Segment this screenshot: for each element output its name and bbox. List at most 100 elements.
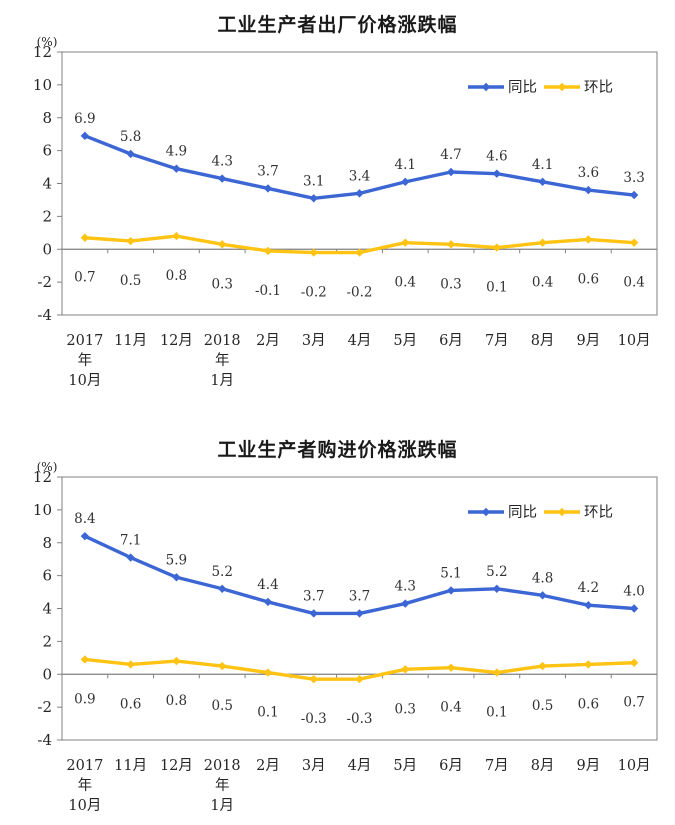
data-point-marker	[629, 238, 639, 247]
x-axis-labels: 2017 年 10月 11月 12月 2018 年 1月 2月 3月 4月 5月 6月 7月 8月 9月 10月	[66, 758, 650, 814]
data-label: 3.7	[303, 588, 324, 604]
data-point-marker	[538, 661, 547, 671]
data-label: 7.1	[120, 533, 141, 549]
y-tick-label: 0	[42, 240, 52, 258]
data-label: 4.8	[532, 570, 553, 586]
legend-label: 环比	[584, 504, 613, 521]
data-point-marker	[355, 674, 364, 684]
data-label: 4.1	[395, 157, 416, 173]
x-axis-labels: 2017 年 10月 11月 12月 2018 年 1月 2月 3月 4月 5月 6月 7月 8月 9月 10月	[66, 333, 650, 389]
data-label: 3.7	[349, 588, 370, 604]
data-label: 3.1	[303, 173, 324, 189]
data-label: 3.3	[623, 170, 644, 186]
data-label: 0.4	[532, 275, 553, 291]
data-label: 0.1	[257, 705, 278, 721]
legend-label: 同比	[508, 79, 537, 96]
data-point-marker	[446, 663, 456, 672]
data-point-marker	[126, 149, 135, 159]
x-category-label: 10月	[68, 798, 101, 814]
x-category-label: 7月	[485, 333, 509, 349]
y-axis-unit-label: (%)	[37, 35, 58, 49]
x-category-label: 7月	[485, 758, 509, 774]
y-tick-label: 10	[33, 501, 52, 519]
y-tick-label: 6	[42, 567, 52, 585]
y-tick-label: 2	[42, 632, 52, 650]
data-point-marker	[217, 174, 227, 183]
data-point-marker	[263, 597, 273, 607]
data-point-marker	[172, 164, 181, 173]
data-point-marker	[217, 240, 227, 249]
legend-label: 同比	[508, 504, 537, 521]
data-point-marker	[629, 190, 639, 200]
legend: 同比 环比	[468, 79, 613, 96]
data-point-marker	[492, 243, 502, 252]
y-tick-label: 12	[33, 468, 52, 486]
data-point-marker	[584, 235, 593, 244]
x-category-label: 10月	[618, 758, 651, 774]
data-point-marker	[401, 665, 410, 674]
data-label: -0.3	[346, 711, 372, 727]
x-category-label: 12月	[160, 758, 193, 774]
data-point-marker	[172, 231, 181, 241]
x-category-label: 2月	[256, 758, 280, 774]
data-label: -0.3	[301, 711, 327, 727]
series-同比	[80, 131, 639, 203]
x-category-label: 2018	[204, 758, 241, 774]
data-label: 3.6	[578, 165, 599, 181]
data-label: 3.4	[349, 168, 370, 184]
series-labels-同比: 8.4 7.1 5.9 5.2 4.4 3.7 3.7 4.3 5.1 5.2 4.8 4.2 4.0	[74, 511, 645, 604]
data-point-marker	[446, 167, 456, 177]
data-point-marker	[538, 177, 547, 187]
x-category-label: 年	[78, 777, 93, 794]
data-point-marker	[401, 238, 410, 247]
data-label: 4.7	[440, 147, 461, 163]
y-tick-label: 12	[33, 43, 52, 61]
data-label: -0.1	[255, 283, 281, 299]
x-category-label: 1月	[210, 798, 234, 814]
x-category-label: 10月	[618, 333, 651, 349]
data-label: 0.7	[623, 695, 644, 711]
chart-ppi-purchase: 工业生产者购进价格涨跌幅 (%) 12 10 8 6 4 2 0 -2 -4 2017 年 10月 11月…	[0, 425, 675, 825]
data-label: 0.6	[120, 696, 141, 712]
data-label: 0.4	[623, 275, 644, 291]
data-label: 4.9	[166, 144, 187, 160]
y-tick-label: 2	[42, 207, 52, 225]
data-point-marker	[401, 599, 410, 608]
x-category-label: 5月	[393, 758, 417, 774]
data-point-marker	[217, 584, 227, 593]
y-axis-unit-label: (%)	[37, 460, 58, 474]
zero-axis	[62, 673, 657, 679]
data-point-marker	[126, 236, 135, 246]
data-point-marker	[446, 586, 456, 595]
chart-title-purchase: 工业生产者购进价格涨跌幅	[217, 440, 458, 461]
data-label: 0.6	[578, 271, 599, 287]
y-tick-label: 8	[42, 534, 52, 552]
data-point-marker	[217, 661, 227, 671]
x-category-label: 6月	[439, 758, 463, 774]
y-axis: 12 10 8 6 4 2 0 -2 -4	[33, 468, 62, 749]
x-category-label: 10月	[68, 373, 101, 389]
data-label: 0.6	[578, 696, 599, 712]
data-point-marker	[538, 238, 547, 247]
y-tick-label: -2	[37, 273, 52, 291]
x-category-label: 8月	[531, 333, 555, 349]
x-category-label: 2017	[66, 758, 103, 774]
series-labels-环比: 0.7 0.5 0.8 0.3 -0.1 -0.2 -0.2 0.4 0.3 0.1 0.4 0.6 0…	[74, 268, 645, 300]
data-label: 5.2	[211, 564, 232, 580]
legend-swatch-marker	[481, 82, 491, 92]
y-tick-label: 0	[42, 665, 52, 683]
data-label: 5.2	[486, 564, 507, 580]
y-tick-label: 4	[42, 600, 52, 618]
data-point-marker	[584, 660, 593, 669]
x-category-label: 年	[215, 777, 230, 794]
series-环比	[80, 231, 639, 257]
legend-swatch-marker	[557, 82, 567, 92]
x-category-label: 2月	[256, 333, 280, 349]
y-tick-label: -4	[37, 731, 52, 749]
data-point-marker	[584, 185, 593, 195]
x-category-label: 6月	[439, 333, 463, 349]
x-category-label: 年	[215, 352, 230, 369]
data-point-marker	[355, 609, 364, 618]
data-label: 8.4	[74, 511, 95, 527]
y-tick-label: 6	[42, 142, 52, 160]
